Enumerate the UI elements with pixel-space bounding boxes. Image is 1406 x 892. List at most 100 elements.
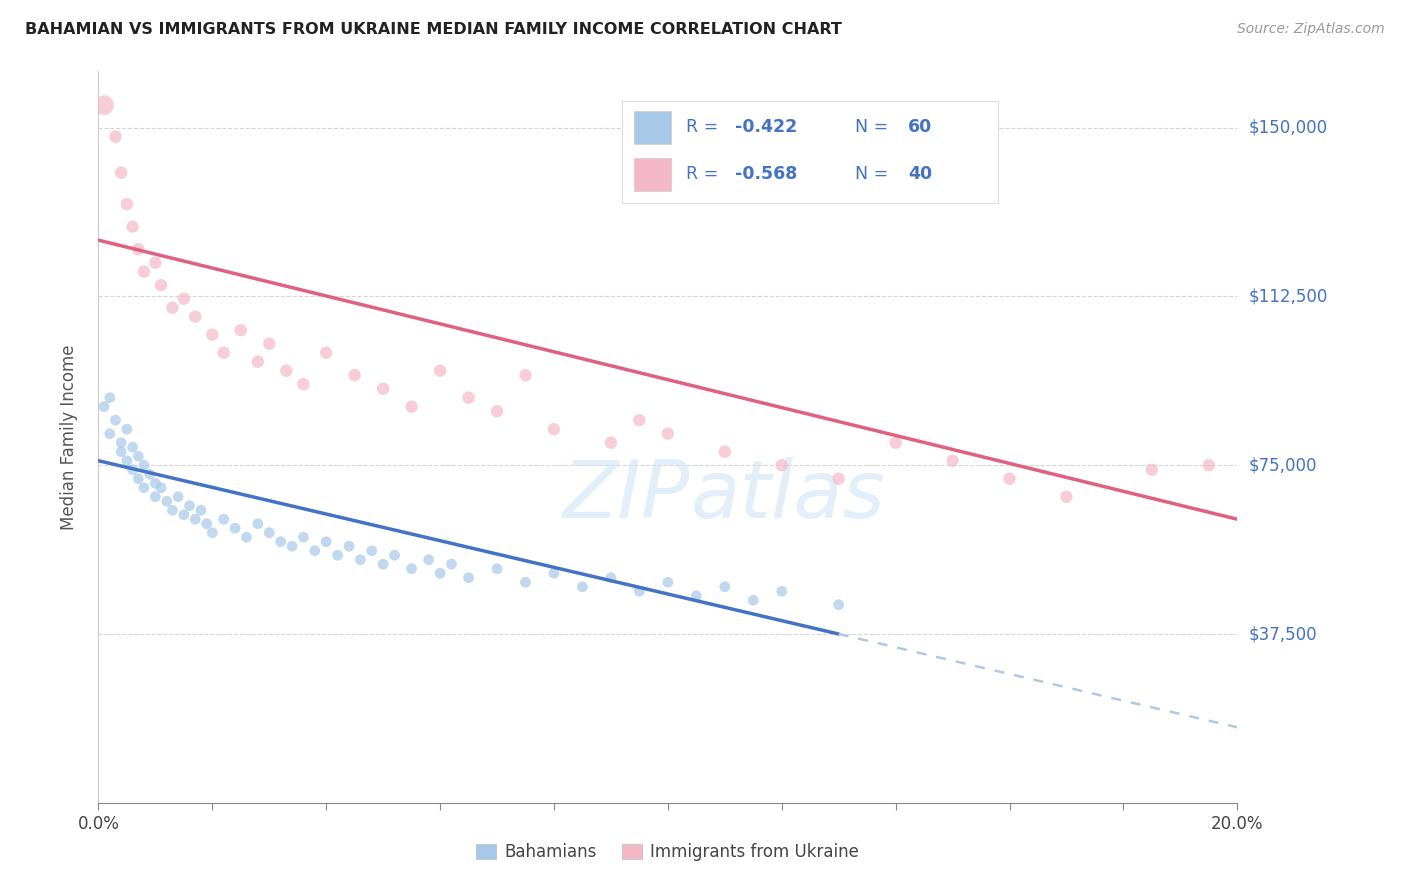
Point <box>246 516 269 531</box>
Point <box>401 562 423 576</box>
Point <box>292 530 315 544</box>
Point <box>132 265 155 279</box>
Point <box>714 580 737 594</box>
Point <box>212 345 235 359</box>
Point <box>628 584 651 599</box>
Point <box>98 426 121 441</box>
Point <box>486 562 509 576</box>
Point <box>304 543 326 558</box>
Point <box>384 548 406 562</box>
Point <box>373 558 395 572</box>
Text: $112,500: $112,500 <box>1249 287 1327 305</box>
Point <box>110 435 132 450</box>
Point <box>150 278 173 293</box>
Point <box>212 512 235 526</box>
Text: atlas: atlas <box>690 457 886 534</box>
Point <box>259 336 281 351</box>
Point <box>685 589 707 603</box>
Point <box>121 219 143 234</box>
Point <box>276 364 298 378</box>
Point <box>440 558 463 572</box>
Point <box>115 197 138 211</box>
Point <box>229 323 252 337</box>
Legend: Bahamians, Immigrants from Ukraine: Bahamians, Immigrants from Ukraine <box>470 837 866 868</box>
Point <box>1198 458 1220 473</box>
Point <box>571 580 593 594</box>
Point <box>326 548 349 562</box>
Point <box>121 440 143 454</box>
Point <box>373 382 395 396</box>
Text: $75,000: $75,000 <box>1249 456 1317 475</box>
Point <box>201 525 224 540</box>
Point <box>515 575 537 590</box>
Point <box>121 463 143 477</box>
Point <box>657 575 679 590</box>
Point <box>429 364 451 378</box>
Point <box>942 453 965 467</box>
Point <box>770 458 793 473</box>
Point <box>292 377 315 392</box>
Point <box>195 516 218 531</box>
Point <box>162 503 184 517</box>
Point <box>270 534 292 549</box>
Point <box>828 598 851 612</box>
Point <box>132 481 155 495</box>
Point <box>190 503 212 517</box>
Point <box>184 310 207 324</box>
Point <box>145 476 167 491</box>
Point <box>167 490 190 504</box>
Point <box>110 166 132 180</box>
Point <box>98 391 121 405</box>
Point <box>115 422 138 436</box>
Point <box>235 530 257 544</box>
Point <box>127 472 149 486</box>
Y-axis label: Median Family Income: Median Family Income <box>59 344 77 530</box>
Point <box>246 354 269 368</box>
Point <box>173 292 195 306</box>
Point <box>104 129 127 144</box>
Point <box>281 539 304 553</box>
Point <box>1140 463 1163 477</box>
Point <box>93 400 115 414</box>
Point <box>315 345 337 359</box>
Point <box>110 444 132 458</box>
Point <box>828 472 851 486</box>
Point <box>1056 490 1078 504</box>
Point <box>115 453 138 467</box>
Point <box>600 571 623 585</box>
Point <box>156 494 179 508</box>
Point <box>429 566 451 581</box>
Point <box>360 543 382 558</box>
Text: BAHAMIAN VS IMMIGRANTS FROM UKRAINE MEDIAN FAMILY INCOME CORRELATION CHART: BAHAMIAN VS IMMIGRANTS FROM UKRAINE MEDI… <box>25 22 842 37</box>
Point <box>173 508 195 522</box>
Point <box>742 593 765 607</box>
Point <box>259 525 281 540</box>
Point <box>515 368 537 383</box>
Point <box>884 435 907 450</box>
Point <box>145 255 167 269</box>
Point <box>998 472 1021 486</box>
Text: ZIP: ZIP <box>564 457 690 534</box>
Point <box>457 391 479 405</box>
Point <box>337 539 360 553</box>
Point <box>486 404 509 418</box>
Text: $37,500: $37,500 <box>1249 625 1317 643</box>
Point <box>93 98 115 112</box>
Point <box>184 512 207 526</box>
Point <box>179 499 201 513</box>
Point <box>543 422 565 436</box>
Point <box>127 242 149 256</box>
Point <box>349 553 371 567</box>
Point <box>315 534 337 549</box>
Point <box>150 481 173 495</box>
Point <box>224 521 246 535</box>
Point <box>132 458 155 473</box>
Point <box>145 490 167 504</box>
Text: Source: ZipAtlas.com: Source: ZipAtlas.com <box>1237 22 1385 37</box>
Point <box>457 571 479 585</box>
Point <box>770 584 793 599</box>
Point <box>543 566 565 581</box>
Point <box>127 449 149 463</box>
Point <box>657 426 679 441</box>
Point <box>628 413 651 427</box>
